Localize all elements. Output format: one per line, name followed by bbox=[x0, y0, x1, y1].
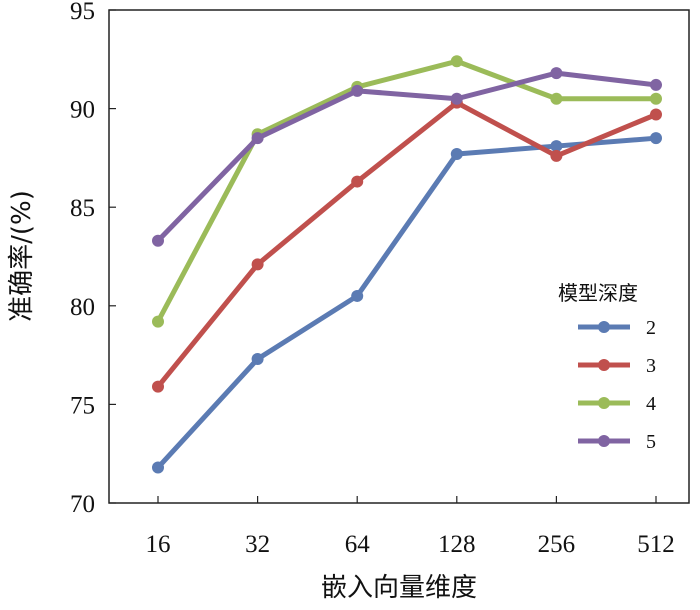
data-point bbox=[450, 55, 463, 68]
series-layer bbox=[152, 55, 662, 474]
legend-swatch-marker bbox=[598, 397, 610, 409]
legend-item: 4 bbox=[578, 393, 656, 415]
data-point bbox=[152, 461, 164, 474]
x-tick-label: 16 bbox=[146, 531, 171, 558]
data-point bbox=[550, 140, 563, 153]
data-point bbox=[152, 380, 164, 393]
data-point bbox=[450, 92, 463, 105]
y-tick-label: 85 bbox=[70, 195, 95, 222]
x-axis-title: 嵌入向量维度 bbox=[321, 573, 477, 603]
data-point bbox=[351, 289, 364, 302]
legend-item: 2 bbox=[578, 317, 656, 339]
series-line bbox=[155, 135, 659, 471]
plot-area bbox=[108, 9, 690, 504]
series-line bbox=[155, 100, 659, 390]
data-point bbox=[251, 353, 264, 366]
data-point bbox=[650, 92, 662, 105]
legend-swatch-marker bbox=[598, 359, 610, 371]
series-2 bbox=[152, 132, 662, 474]
y-axis-ticks: 70 75 80 85 90 95 bbox=[70, 0, 116, 518]
series-3 bbox=[152, 96, 662, 393]
data-point bbox=[351, 175, 364, 188]
legend-item: 3 bbox=[578, 355, 656, 377]
y-tick-label: 90 bbox=[70, 97, 95, 124]
legend-title: 模型深度 bbox=[558, 281, 638, 305]
legend-label: 5 bbox=[646, 431, 656, 453]
y-tick-label: 75 bbox=[70, 392, 95, 419]
data-point bbox=[251, 132, 264, 145]
data-point bbox=[152, 315, 164, 328]
x-axis-ticks: 16 32 64 128 256 512 bbox=[146, 496, 675, 558]
legend-items: 2 3 4 5 bbox=[578, 317, 656, 453]
legend: 模型深度 2 3 4 5 bbox=[558, 281, 656, 453]
legend-label: 3 bbox=[646, 355, 656, 377]
y-tick-label: 80 bbox=[70, 294, 95, 321]
legend-label: 2 bbox=[646, 317, 656, 339]
y-axis-title: 准确率/(%) bbox=[7, 190, 37, 322]
y-tick-label: 70 bbox=[70, 491, 95, 518]
data-point bbox=[450, 147, 463, 160]
data-point bbox=[650, 132, 662, 145]
data-point bbox=[650, 78, 662, 91]
x-tick-label: 64 bbox=[345, 531, 371, 558]
data-point bbox=[550, 149, 563, 162]
x-tick-label: 256 bbox=[538, 531, 576, 558]
legend-item: 5 bbox=[578, 431, 656, 453]
series-line bbox=[155, 70, 659, 244]
series-line bbox=[155, 58, 659, 325]
data-point bbox=[351, 84, 364, 97]
x-tick-label: 512 bbox=[637, 531, 675, 558]
x-tick-label: 32 bbox=[245, 531, 270, 558]
legend-label: 4 bbox=[646, 393, 656, 415]
x-tick-label: 128 bbox=[438, 531, 476, 558]
y-tick-label: 95 bbox=[70, 0, 95, 25]
data-point bbox=[550, 67, 563, 80]
data-point bbox=[650, 108, 662, 121]
data-point bbox=[251, 258, 264, 271]
legend-swatch-marker bbox=[598, 321, 610, 333]
data-point bbox=[152, 234, 164, 247]
series-5 bbox=[152, 67, 662, 247]
data-point bbox=[550, 92, 563, 105]
legend-swatch-marker bbox=[598, 435, 610, 447]
